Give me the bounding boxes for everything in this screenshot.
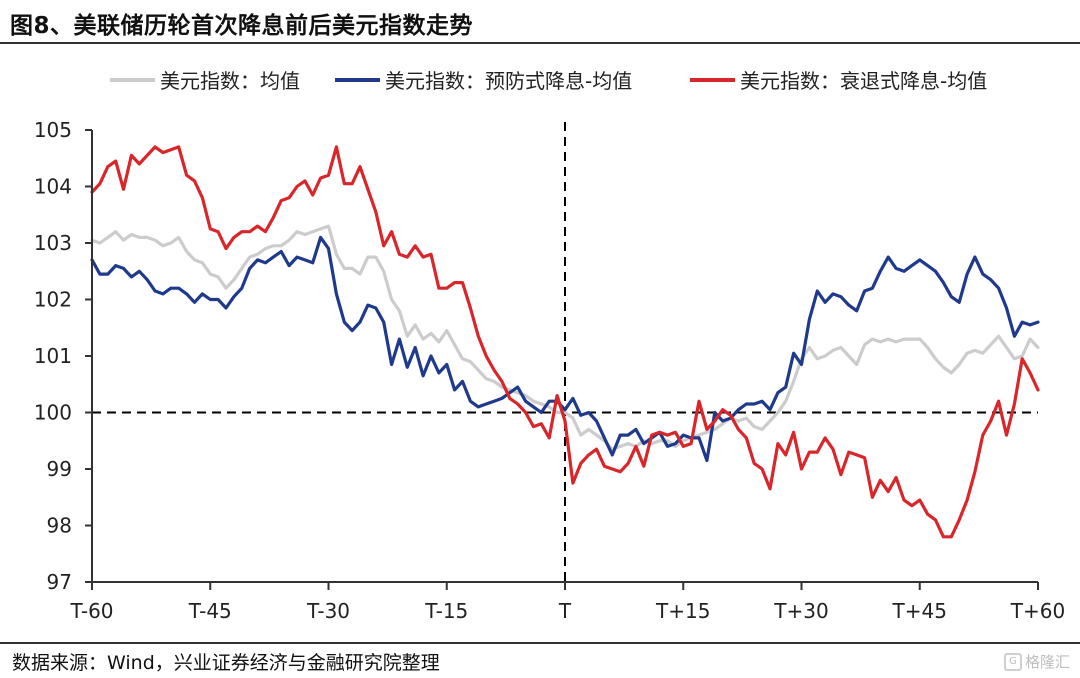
y-tick-label: 97 xyxy=(47,570,72,594)
y-tick-label: 101 xyxy=(34,344,72,368)
source-note: 数据来源：Wind，兴业证券经济与金融研究院整理 xyxy=(12,652,440,674)
legend: 美元指数：均值 美元指数：预防式降息-均值 美元指数：衰退式降息-均值 xyxy=(110,69,987,93)
source-divider xyxy=(0,642,1080,644)
series-line-1 xyxy=(90,224,1040,451)
x-tick-label: T+15 xyxy=(655,599,710,623)
figure-title: 图8、美联储历轮首次降息前后美元指数走势 xyxy=(10,13,474,39)
x-tick-label: T-60 xyxy=(69,599,113,623)
y-tick-label: 99 xyxy=(47,457,72,481)
x-tick-label: T+60 xyxy=(1010,599,1065,623)
x-tick-label: T xyxy=(558,599,572,623)
series-line-3 xyxy=(90,145,1040,539)
series-lines xyxy=(90,145,1040,539)
x-tick-label: T+30 xyxy=(773,599,828,623)
y-tick-label: 100 xyxy=(34,401,72,425)
y-tick-label: 102 xyxy=(34,288,72,312)
legend-label-2: 美元指数：预防式降息-均值 xyxy=(385,69,632,93)
chart: 美元指数：均值 美元指数：预防式降息-均值 美元指数：衰退式降息-均值 97 98 99… xyxy=(34,69,1065,623)
series-line-2 xyxy=(90,235,1040,463)
y-tick-label: 98 xyxy=(47,514,72,538)
y-tick-label: 103 xyxy=(34,231,72,255)
x-tick-label: T+45 xyxy=(892,599,947,623)
watermark-text: 格隆汇 xyxy=(1024,653,1070,671)
x-tick-label: T-45 xyxy=(188,599,232,623)
title-divider xyxy=(0,42,1080,44)
x-tick-label: T-15 xyxy=(424,599,468,623)
axes: 97 98 99 100 101 102 103 104 105 T-60 T-45 T-30 T-15… xyxy=(34,118,1065,623)
watermark-logo-icon: G xyxy=(1003,652,1022,671)
watermark: G 格隆汇 xyxy=(1003,651,1070,672)
x-tick-label: T-30 xyxy=(306,599,350,623)
legend-label-1: 美元指数：均值 xyxy=(160,69,300,93)
legend-label-3: 美元指数：衰退式降息-均值 xyxy=(740,69,987,93)
y-tick-label: 104 xyxy=(34,175,72,199)
reference-lines xyxy=(92,122,1038,582)
y-tick-label: 105 xyxy=(34,118,72,142)
